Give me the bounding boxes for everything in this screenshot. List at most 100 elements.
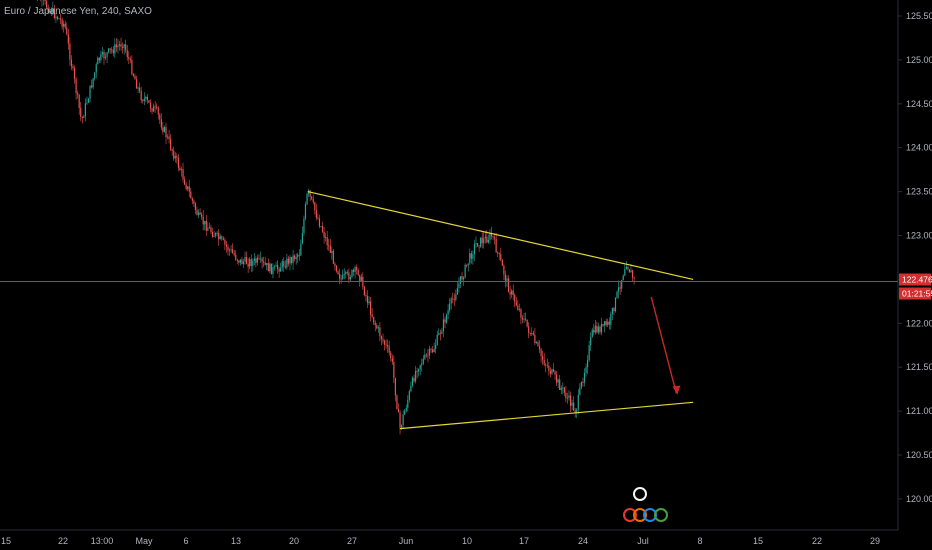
candle-body bbox=[67, 34, 69, 44]
candle-body bbox=[118, 44, 121, 46]
candle-body bbox=[145, 96, 147, 99]
candle-body bbox=[225, 244, 228, 247]
candle-body bbox=[280, 267, 282, 272]
candle-body bbox=[583, 372, 586, 383]
candle-body bbox=[391, 358, 393, 362]
candle-body bbox=[163, 127, 166, 132]
candle-body bbox=[411, 377, 414, 386]
candle-body bbox=[346, 272, 348, 273]
candle-body bbox=[128, 57, 130, 59]
candle-body bbox=[590, 337, 592, 346]
candle-body bbox=[132, 74, 135, 76]
candle-body bbox=[404, 410, 406, 415]
candle-body bbox=[397, 408, 400, 413]
price-tick-label: 120.000 bbox=[906, 494, 932, 504]
candle-body bbox=[366, 295, 369, 304]
candle-body bbox=[46, 1, 48, 8]
candle-body bbox=[447, 310, 449, 315]
candle-body bbox=[563, 387, 565, 393]
candle-body bbox=[252, 260, 254, 266]
candle-body bbox=[627, 267, 629, 270]
candle-body bbox=[188, 186, 190, 192]
candle-body bbox=[591, 329, 593, 338]
candle-body bbox=[80, 107, 82, 118]
candle-body bbox=[377, 327, 379, 329]
price-tick-label: 123.000 bbox=[906, 231, 932, 241]
candle-body bbox=[461, 276, 463, 280]
candle-body bbox=[75, 78, 77, 94]
candle-body bbox=[501, 260, 503, 266]
candle-body bbox=[579, 387, 581, 395]
time-tick-label: 10 bbox=[462, 536, 472, 546]
time-tick-label: 20 bbox=[289, 536, 299, 546]
price-tick-label: 124.500 bbox=[906, 99, 932, 109]
candle-body bbox=[507, 278, 510, 293]
candle-body bbox=[517, 305, 519, 310]
candle-body bbox=[222, 238, 224, 240]
candle-body bbox=[337, 271, 339, 275]
event-icon bbox=[633, 487, 647, 501]
candle-body bbox=[142, 100, 144, 102]
candle-body bbox=[368, 301, 370, 304]
candle-body bbox=[464, 264, 466, 278]
candle-body bbox=[187, 186, 189, 189]
candle-body bbox=[521, 317, 524, 320]
candle-body bbox=[121, 46, 124, 48]
candle-body bbox=[112, 49, 114, 54]
candle-body bbox=[518, 309, 520, 311]
candle-body bbox=[576, 409, 578, 414]
candle-body bbox=[360, 276, 362, 281]
candle-body bbox=[613, 308, 615, 312]
candle-body bbox=[577, 394, 579, 410]
candle-body bbox=[87, 98, 90, 103]
candle-body bbox=[500, 254, 502, 261]
candle-body bbox=[101, 52, 104, 55]
candle-body bbox=[608, 321, 610, 325]
candle-body bbox=[529, 333, 531, 334]
candle-body bbox=[272, 267, 274, 275]
candle-body bbox=[52, 8, 54, 14]
candle-body bbox=[218, 232, 220, 240]
event-icon bbox=[633, 508, 647, 522]
candle-body bbox=[407, 400, 409, 408]
candle-body bbox=[607, 321, 609, 326]
candle-body bbox=[413, 377, 415, 382]
candle-body bbox=[83, 116, 85, 118]
candle-body bbox=[625, 267, 627, 270]
candle-body bbox=[383, 340, 386, 345]
candle-body bbox=[573, 402, 575, 411]
candle-body bbox=[345, 272, 347, 275]
candle-body bbox=[194, 203, 197, 210]
candle-body bbox=[475, 243, 477, 244]
candle-body bbox=[354, 267, 356, 272]
candle-body bbox=[520, 309, 522, 318]
candle-body bbox=[509, 292, 511, 295]
candle-body bbox=[236, 259, 238, 261]
candle-body bbox=[249, 259, 251, 267]
candle-body bbox=[111, 49, 113, 51]
candle-body bbox=[399, 412, 401, 428]
candle-body bbox=[314, 202, 316, 211]
candle-body bbox=[379, 327, 381, 337]
candle-body bbox=[170, 139, 172, 150]
candle-body bbox=[320, 226, 322, 228]
candle-body bbox=[182, 169, 184, 180]
candle-body bbox=[173, 150, 175, 159]
time-tick-label: 17 bbox=[519, 536, 529, 546]
candle-body bbox=[338, 274, 341, 279]
candle-body bbox=[146, 96, 148, 101]
candle-body bbox=[159, 114, 161, 120]
candle-body bbox=[269, 263, 271, 272]
candle-body bbox=[630, 270, 632, 273]
candle-body bbox=[387, 345, 389, 347]
candle-body bbox=[201, 214, 203, 217]
candle-body bbox=[301, 233, 303, 244]
candle-body bbox=[196, 209, 198, 215]
candle-body bbox=[452, 298, 454, 300]
candle-body bbox=[197, 212, 200, 215]
candle-body bbox=[543, 359, 545, 365]
candle-body bbox=[549, 370, 551, 374]
candle-body bbox=[472, 254, 474, 259]
candle-body bbox=[588, 345, 590, 361]
